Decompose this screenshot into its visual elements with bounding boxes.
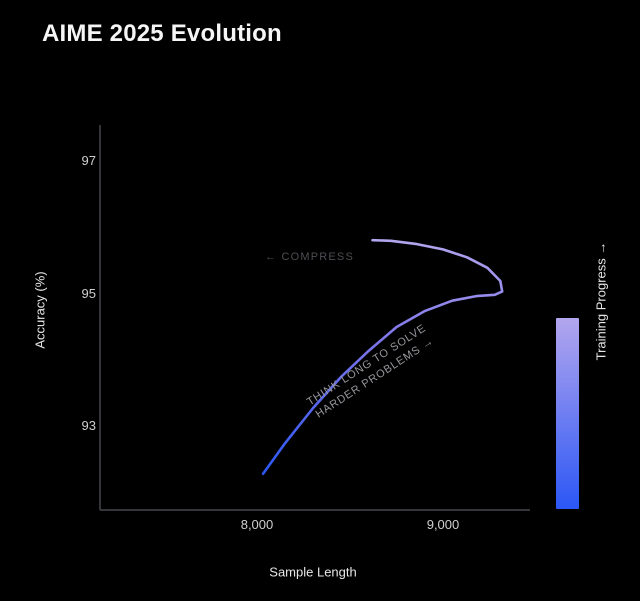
y-tick-label-93: 93 (81, 418, 96, 433)
y-tick-label-97: 97 (81, 153, 96, 168)
chart-title: AIME 2025 Evolution (42, 20, 282, 47)
y-tick-label-95: 95 (81, 286, 96, 301)
trajectory-line (261, 238, 504, 476)
x-tick-label-8000: 8,000 (240, 517, 274, 532)
y-axis-label: Accuracy (%) (32, 271, 48, 349)
colorbar-label: Training Progress → (593, 241, 609, 361)
x-axis-label: Sample Length (269, 564, 357, 580)
x-tick-label-9000: 9,000 (426, 517, 460, 532)
annotation-compress: ← COMPRESS (265, 251, 355, 263)
colorbar (556, 318, 579, 509)
